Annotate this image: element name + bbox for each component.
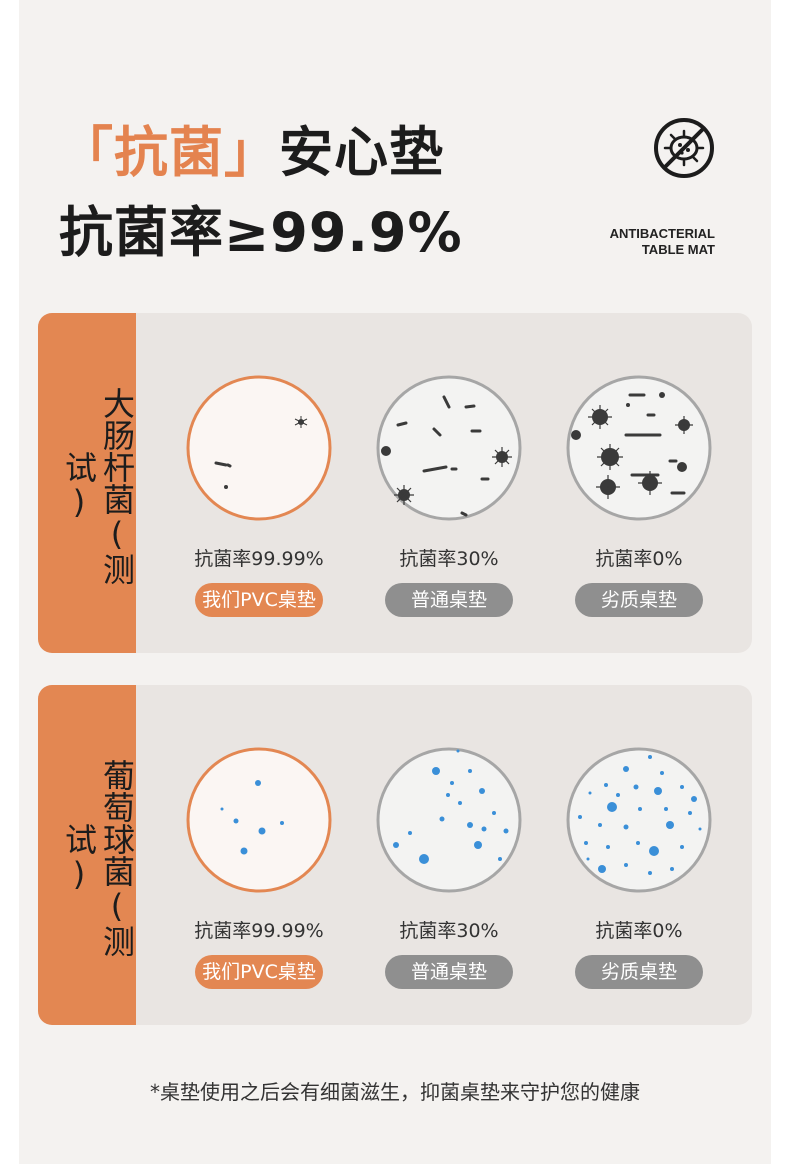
rate-text: 抗菌率99.99% bbox=[194, 920, 324, 942]
page-background: 「抗菌」安心垫 抗菌率≥99.9% ANTIBACTERIAL TABLE MA… bbox=[19, 0, 771, 1164]
ordinary-mat-label: 普通桌垫 bbox=[385, 583, 513, 617]
result-column-inferior: 抗菌率0% 劣质桌垫 bbox=[549, 685, 729, 1025]
no-bacteria-icon bbox=[654, 118, 714, 178]
petri-dish-inferior bbox=[566, 375, 712, 521]
rate-text: 抗菌率99.99% bbox=[194, 548, 324, 570]
result-column-ours: 抗菌率99.99% 我们PVC桌垫 bbox=[169, 685, 349, 1025]
result-column-ordinary: 抗菌率30% 普通桌垫 bbox=[359, 313, 539, 653]
petri-dish-ours bbox=[186, 747, 332, 893]
result-column-ours: 抗菌率99.99% 我们PVC桌垫 bbox=[169, 313, 349, 653]
rate-text: 抗菌率0% bbox=[595, 548, 683, 570]
badge-line-1: ANTIBACTERIAL bbox=[609, 226, 715, 241]
title-bracket-close: 」 bbox=[224, 121, 279, 184]
badge-line-2: TABLE MAT bbox=[641, 242, 715, 257]
inferior-mat-label: 劣质桌垫 bbox=[575, 583, 703, 617]
title-bracket-open: 「 bbox=[59, 121, 114, 184]
petri-dish-ours bbox=[186, 375, 332, 521]
title-rest: 安心垫 bbox=[279, 121, 444, 184]
card-side-bar: 葡萄球菌(测试) bbox=[38, 685, 136, 1025]
pvc-mat-label: 我们PVC桌垫 bbox=[195, 955, 323, 989]
footnote: *桌垫使用之后会有细菌滋生，抑菌桌垫来守护您的健康 bbox=[150, 1080, 640, 1104]
rate-text: 抗菌率30% bbox=[399, 548, 499, 570]
ordinary-mat-label: 普通桌垫 bbox=[385, 955, 513, 989]
pvc-mat-label: 我们PVC桌垫 bbox=[195, 583, 323, 617]
inferior-mat-label: 劣质桌垫 bbox=[575, 955, 703, 989]
title-accent: 抗菌 bbox=[114, 121, 224, 184]
ecoli-test-card: 大肠杆菌(测试) 抗菌率99.99% 我们PVC桌垫 bbox=[38, 313, 752, 653]
result-column-inferior: 抗菌率0% 劣质桌垫 bbox=[549, 313, 729, 653]
petri-dish-ordinary bbox=[376, 747, 522, 893]
petri-dish-inferior bbox=[566, 747, 712, 893]
petri-dish-ordinary bbox=[376, 375, 522, 521]
staph-test-card: 葡萄球菌(测试) 抗菌率99.99% 我们PVC桌垫 bbox=[38, 685, 752, 1025]
rate-text: 抗菌率0% bbox=[595, 920, 683, 942]
badge-text: ANTIBACTERIAL TABLE MAT bbox=[610, 226, 715, 258]
card-side-bar: 大肠杆菌(测试) bbox=[38, 313, 136, 653]
page-subtitle: 抗菌率≥99.9% bbox=[59, 201, 463, 264]
result-column-ordinary: 抗菌率30% 普通桌垫 bbox=[359, 685, 539, 1025]
side-label: 葡萄球菌(测试) bbox=[60, 759, 136, 957]
page-title: 「抗菌」安心垫 bbox=[59, 108, 444, 187]
rate-text: 抗菌率30% bbox=[399, 920, 499, 942]
side-label: 大肠杆菌(测试) bbox=[60, 387, 136, 585]
